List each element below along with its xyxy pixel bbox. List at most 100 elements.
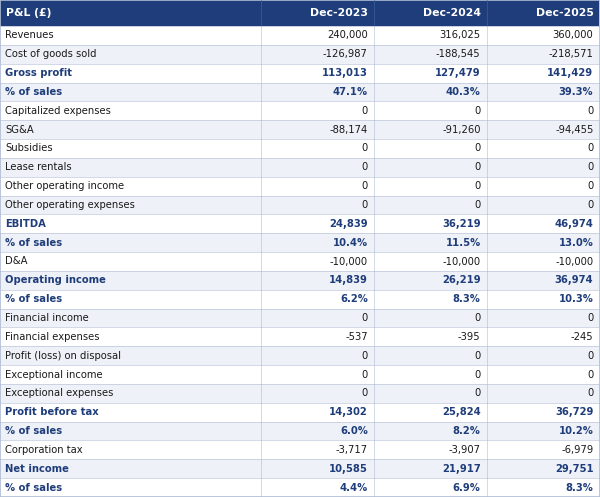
Text: 0: 0: [362, 388, 368, 399]
Text: 6.9%: 6.9%: [453, 483, 481, 493]
Text: Cost of goods sold: Cost of goods sold: [5, 49, 97, 59]
Bar: [0, 290, 600, 309]
Text: 14,839: 14,839: [329, 275, 368, 285]
Text: 0: 0: [587, 144, 593, 154]
Text: 8.3%: 8.3%: [566, 483, 593, 493]
Text: Dec-2025: Dec-2025: [536, 8, 593, 18]
Text: 4.4%: 4.4%: [340, 483, 368, 493]
Text: 47.1%: 47.1%: [332, 87, 368, 97]
Text: 0: 0: [475, 313, 481, 323]
Text: 0: 0: [587, 370, 593, 380]
Text: 6.0%: 6.0%: [340, 426, 368, 436]
Bar: [0, 309, 600, 328]
Text: Profit (loss) on disposal: Profit (loss) on disposal: [5, 351, 121, 361]
Text: 40.3%: 40.3%: [446, 87, 481, 97]
Text: 0: 0: [587, 181, 593, 191]
Text: 36,219: 36,219: [442, 219, 481, 229]
Text: SG&A: SG&A: [5, 125, 34, 135]
Bar: [0, 83, 600, 101]
Text: % of sales: % of sales: [5, 294, 62, 304]
Text: 8.2%: 8.2%: [453, 426, 481, 436]
Bar: [261, 0, 374, 26]
Text: 0: 0: [587, 163, 593, 172]
Text: -395: -395: [458, 332, 481, 342]
Text: -3,907: -3,907: [449, 445, 481, 455]
Text: 6.2%: 6.2%: [340, 294, 368, 304]
Bar: [0, 158, 600, 177]
Text: 21,917: 21,917: [442, 464, 481, 474]
Bar: [487, 0, 599, 26]
Bar: [0, 214, 600, 233]
Bar: [0, 177, 600, 195]
Text: Dec-2023: Dec-2023: [310, 8, 368, 18]
Text: -6,979: -6,979: [561, 445, 593, 455]
Text: Operating income: Operating income: [5, 275, 106, 285]
Text: 360,000: 360,000: [553, 30, 593, 40]
Text: % of sales: % of sales: [5, 238, 62, 248]
Bar: [0, 478, 600, 497]
Bar: [0, 346, 600, 365]
Bar: [0, 421, 600, 440]
Text: Lease rentals: Lease rentals: [5, 163, 72, 172]
Text: 8.3%: 8.3%: [453, 294, 481, 304]
Bar: [0, 252, 600, 271]
Text: -91,260: -91,260: [442, 125, 481, 135]
Text: 10,585: 10,585: [329, 464, 368, 474]
Text: 0: 0: [475, 163, 481, 172]
Text: 39.3%: 39.3%: [559, 87, 593, 97]
Text: 36,729: 36,729: [555, 407, 593, 417]
Text: -126,987: -126,987: [323, 49, 368, 59]
Text: 10.3%: 10.3%: [559, 294, 593, 304]
Text: 0: 0: [362, 106, 368, 116]
Text: 11.5%: 11.5%: [445, 238, 481, 248]
Text: Exceptional expenses: Exceptional expenses: [5, 388, 114, 399]
Text: Profit before tax: Profit before tax: [5, 407, 99, 417]
Text: D&A: D&A: [5, 256, 28, 266]
Text: 24,839: 24,839: [329, 219, 368, 229]
Text: Other operating expenses: Other operating expenses: [5, 200, 135, 210]
Text: 0: 0: [587, 351, 593, 361]
Text: -218,571: -218,571: [548, 49, 593, 59]
Text: 0: 0: [475, 351, 481, 361]
Text: 13.0%: 13.0%: [559, 238, 593, 248]
Text: 0: 0: [475, 388, 481, 399]
Text: % of sales: % of sales: [5, 483, 62, 493]
Bar: [0, 0, 261, 26]
Text: Net income: Net income: [5, 464, 69, 474]
Text: Capitalized expenses: Capitalized expenses: [5, 106, 111, 116]
Text: 0: 0: [475, 106, 481, 116]
Text: 113,013: 113,013: [322, 68, 368, 78]
Text: -94,455: -94,455: [555, 125, 593, 135]
Text: % of sales: % of sales: [5, 426, 62, 436]
Text: Gross profit: Gross profit: [5, 68, 73, 78]
Bar: [0, 195, 600, 214]
Text: 0: 0: [362, 370, 368, 380]
Text: 0: 0: [362, 181, 368, 191]
Text: -3,717: -3,717: [335, 445, 368, 455]
Text: 0: 0: [475, 370, 481, 380]
Bar: [374, 0, 487, 26]
Text: 0: 0: [362, 313, 368, 323]
Text: 0: 0: [475, 181, 481, 191]
Bar: [0, 271, 600, 290]
Text: 0: 0: [587, 313, 593, 323]
Text: 0: 0: [587, 388, 593, 399]
Bar: [0, 328, 600, 346]
Text: 0: 0: [362, 200, 368, 210]
Bar: [0, 365, 600, 384]
Bar: [0, 64, 600, 83]
Text: 36,974: 36,974: [555, 275, 593, 285]
Text: % of sales: % of sales: [5, 87, 62, 97]
Text: -188,545: -188,545: [436, 49, 481, 59]
Text: 316,025: 316,025: [439, 30, 481, 40]
Text: Exceptional income: Exceptional income: [5, 370, 103, 380]
Text: 0: 0: [362, 163, 368, 172]
Bar: [0, 384, 600, 403]
Text: Other operating income: Other operating income: [5, 181, 125, 191]
Text: 10.2%: 10.2%: [559, 426, 593, 436]
Bar: [0, 440, 600, 459]
Text: -88,174: -88,174: [329, 125, 368, 135]
Text: 240,000: 240,000: [327, 30, 368, 40]
Text: Revenues: Revenues: [5, 30, 54, 40]
Text: -10,000: -10,000: [442, 256, 481, 266]
